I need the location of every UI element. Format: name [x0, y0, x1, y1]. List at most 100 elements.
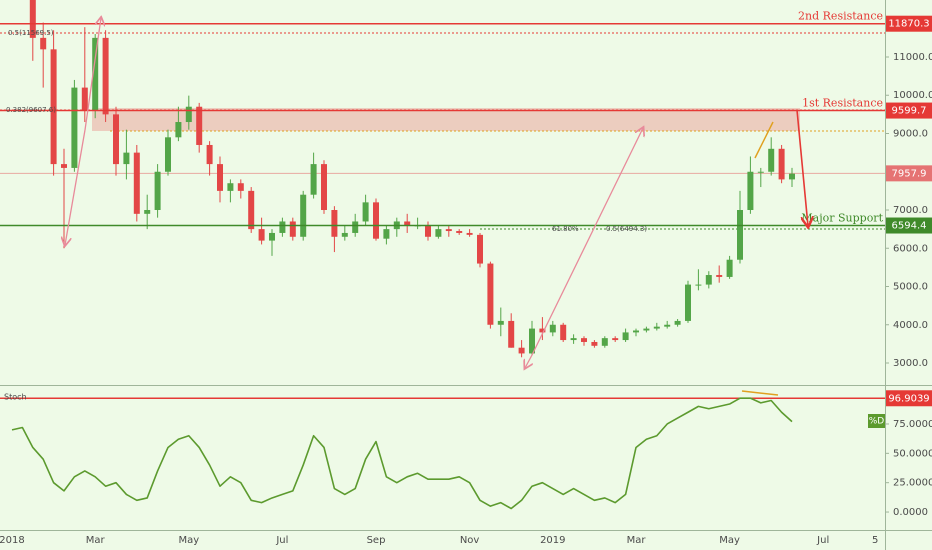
candle-body [477, 234, 483, 264]
candle-body [92, 37, 99, 111]
candle-body [664, 324, 671, 327]
candle-body [269, 232, 275, 241]
candle-body [237, 183, 244, 191]
candle-body [227, 183, 234, 191]
candle-body [716, 275, 723, 277]
candle-body [570, 338, 577, 341]
price-label: 9599.7 [892, 106, 927, 117]
candle-body [217, 164, 223, 191]
x-tick-label: Sep [367, 535, 386, 546]
y-tick-label: 9000.0 [893, 128, 928, 139]
legend-box [868, 414, 885, 428]
candle-body [622, 332, 629, 341]
candle-body [102, 37, 109, 115]
price-label: 11870.3 [888, 19, 929, 30]
candle-body [674, 320, 681, 325]
x-tick-label: Mar [627, 535, 647, 546]
candle-body [289, 221, 296, 237]
arrow [531, 128, 643, 356]
candle-body [768, 148, 775, 172]
resistance-zone [92, 108, 800, 131]
candle-body [61, 164, 67, 168]
candle-body [40, 37, 47, 50]
candle-body [258, 229, 265, 241]
candle-body [373, 202, 379, 239]
candle-body [466, 232, 473, 235]
divergence-line [741, 390, 779, 396]
candle-body [612, 338, 619, 341]
price-label-box [886, 165, 932, 182]
level-name: Major Support [801, 212, 883, 225]
candle-body [300, 194, 307, 237]
candle-body [352, 221, 359, 233]
y-tick-label: 50.0000 [893, 448, 932, 459]
candle-body [113, 114, 119, 165]
candle-body [206, 144, 213, 165]
candle-body [425, 225, 431, 237]
level-name: 1st Resistance [802, 97, 883, 110]
candle-body [778, 148, 785, 180]
candle-body [196, 106, 203, 145]
candle-body [549, 324, 556, 333]
y-tick-label: 75.0000 [893, 419, 932, 430]
candle-body [643, 328, 650, 331]
candle-body [705, 275, 712, 285]
candle-body [362, 202, 369, 222]
fib-label: 0.5(6494.3) [606, 225, 647, 233]
candle-body [560, 324, 567, 341]
y-tick-label: 5000.0 [893, 282, 928, 293]
candle-body [123, 152, 130, 165]
y-tick-label: 10000.0 [893, 90, 932, 101]
candle-body [133, 152, 140, 214]
candle-body [591, 341, 598, 346]
arrow [84, 18, 101, 131]
price-label-box [886, 217, 932, 234]
candle-body [456, 231, 463, 233]
candle-body [685, 284, 691, 321]
price-label: 6594.4 [892, 221, 927, 232]
price-label-box [886, 15, 932, 32]
candle-body [383, 229, 390, 239]
candle-body [539, 328, 546, 333]
candle-body [404, 221, 411, 226]
candle-body [747, 171, 754, 210]
candle-body [310, 164, 317, 195]
indicator-line [11, 397, 793, 510]
candle-body [653, 326, 660, 329]
y-tick-label: 6000.0 [893, 243, 928, 254]
candle-body [601, 338, 608, 346]
x-tick-label: Jul [275, 535, 288, 546]
candle-body [81, 87, 88, 111]
candle-body [321, 164, 327, 210]
x-tick-label: May [719, 535, 740, 546]
candle-body [487, 263, 494, 325]
arrow [796, 109, 808, 226]
candle-body [331, 210, 338, 237]
annotations: 0.5(11569.5) 0.382(9607.6) 61.80% 0.5(64… [4, 18, 808, 402]
candle-body [248, 190, 255, 230]
price-label-box [886, 390, 932, 407]
candle-body [581, 338, 587, 342]
y-tick-label: 0.0000 [893, 507, 928, 518]
candle-body [695, 284, 702, 286]
divergence-line [754, 121, 774, 159]
candle-body [726, 259, 733, 277]
x-tick-label: 2019 [540, 535, 565, 546]
price-label-box [886, 102, 932, 119]
x-tick-label: 5 [872, 535, 878, 546]
x-tick-label: May [178, 535, 199, 546]
candle-body [144, 210, 151, 214]
candle-body [445, 229, 452, 232]
candle-body [529, 328, 535, 354]
candle-body [71, 87, 78, 168]
y-tick-label: 7000.0 [893, 205, 928, 216]
candle-body [757, 171, 764, 173]
candle-body [633, 330, 639, 333]
x-tick-label: Jul [816, 535, 829, 546]
candle-body [279, 221, 286, 233]
candle-body [154, 171, 161, 210]
candle-body [165, 137, 171, 172]
